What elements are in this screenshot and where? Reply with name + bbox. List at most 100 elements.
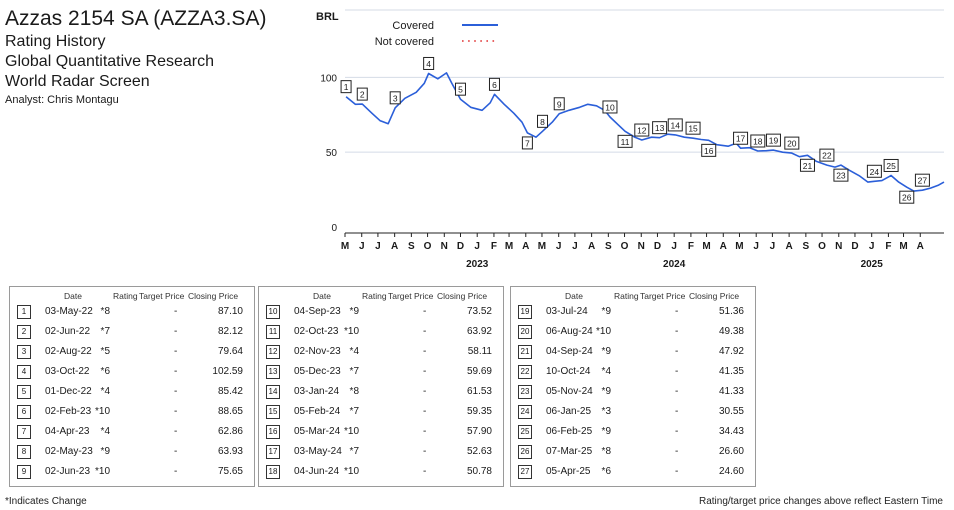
rating-marker-box xyxy=(602,100,618,114)
row-target-price: - xyxy=(675,446,679,457)
rating-marker-label: 14 xyxy=(671,120,681,130)
row-date: 05-Mar-24 xyxy=(294,426,341,437)
row-target-price: - xyxy=(423,446,427,457)
x-month-label: S xyxy=(803,241,810,252)
legend-not-covered-label: Not covered xyxy=(375,36,434,48)
x-year-label: 2023 xyxy=(466,259,489,270)
table-header: Date Rating Target Price Closing Price xyxy=(259,292,503,310)
x-month-label: J xyxy=(869,241,875,252)
row-number-box: 20 xyxy=(518,325,532,339)
table-row: 23 05-Nov-24 *9 - 41.33 xyxy=(511,383,755,401)
row-rating: *6 xyxy=(100,366,110,377)
rating-marker-box xyxy=(634,123,650,137)
row-rating: *7 xyxy=(349,406,359,417)
row-target-price: - xyxy=(423,406,427,417)
row-number-box: 5 xyxy=(17,385,31,399)
row-number-box: 6 xyxy=(17,405,31,419)
table-row: 4 03-Oct-22 *6 - 102.59 xyxy=(10,363,254,381)
x-month-label: D xyxy=(654,241,661,252)
table-row: 2 02-Jun-22 *7 - 82.12 xyxy=(10,323,254,341)
row-number-box: 11 xyxy=(266,325,280,339)
row-rating: *8 xyxy=(601,446,611,457)
row-closing-price: 51.36 xyxy=(718,306,744,317)
legend-covered-label: Covered xyxy=(392,20,434,32)
rating-marker-box xyxy=(819,148,835,162)
x-month-label: M xyxy=(735,241,743,252)
row-closing-price: 79.64 xyxy=(217,346,243,357)
row-closing-price: 87.10 xyxy=(217,306,243,317)
row-rating: *4 xyxy=(100,386,110,397)
row-target-price: - xyxy=(174,366,178,377)
x-month-label: N xyxy=(835,241,842,252)
row-target-price: - xyxy=(675,466,679,477)
row-rating: *10 xyxy=(343,326,359,337)
row-rating: *8 xyxy=(100,306,110,317)
row-target-price: - xyxy=(174,386,178,397)
table-row: 16 05-Mar-24 *10 - 57.90 xyxy=(259,423,503,441)
report-header: Azzas 2154 SA (AZZA3.SA) Rating History … xyxy=(5,6,266,107)
rating-marker-box xyxy=(866,164,882,178)
column-header-date: Date xyxy=(313,291,331,301)
row-closing-price: 41.35 xyxy=(718,366,744,377)
row-number-box: 10 xyxy=(266,305,280,319)
row-closing-price: 30.55 xyxy=(718,406,744,417)
rating-marker-label: 6 xyxy=(492,80,497,90)
rating-marker-box xyxy=(488,77,500,91)
row-date: 02-Oct-23 xyxy=(294,326,339,337)
row-target-price: - xyxy=(675,426,679,437)
row-rating: *7 xyxy=(349,446,359,457)
x-month-label: J xyxy=(359,241,365,252)
x-month-label: J xyxy=(671,241,677,252)
rating-marker-box xyxy=(765,133,781,147)
rating-marker-label: 21 xyxy=(803,161,813,171)
rating-marker-label: 25 xyxy=(886,161,896,171)
column-header-closing: Closing Price xyxy=(437,291,488,301)
column-header-target: Target Price xyxy=(139,291,185,301)
table-row: 6 02-Feb-23 *10 - 88.65 xyxy=(10,403,254,421)
row-date: 05-Dec-23 xyxy=(294,366,341,377)
rating-marker-label: 22 xyxy=(822,151,832,161)
rating-marker-box xyxy=(537,114,549,128)
table-row: 12 02-Nov-23 *4 - 58.11 xyxy=(259,343,503,361)
table-row: 27 05-Apr-25 *6 - 24.60 xyxy=(511,463,755,481)
row-target-price: - xyxy=(174,426,178,437)
row-rating: *9 xyxy=(601,346,611,357)
row-target-price: - xyxy=(174,466,178,477)
x-month-label: O xyxy=(424,241,432,252)
row-number-box: 9 xyxy=(17,465,31,479)
row-rating: *7 xyxy=(349,366,359,377)
x-month-label: M xyxy=(702,241,710,252)
rating-marker-box xyxy=(340,80,352,94)
row-closing-price: 59.35 xyxy=(466,406,492,417)
column-header-closing: Closing Price xyxy=(188,291,239,301)
rating-marker-box xyxy=(685,121,701,135)
rating-marker-label: 23 xyxy=(836,171,846,181)
rating-marker-label: 7 xyxy=(525,138,530,148)
row-date: 03-Jan-24 xyxy=(294,386,340,397)
x-month-label: A xyxy=(917,241,924,252)
table-header: Date Rating Target Price Closing Price xyxy=(511,292,755,310)
row-closing-price: 62.86 xyxy=(217,426,243,437)
rating-marker-box xyxy=(733,131,749,145)
row-rating: *6 xyxy=(601,466,611,477)
row-target-price: - xyxy=(675,346,679,357)
row-date: 02-Aug-22 xyxy=(45,346,92,357)
row-date: 01-Dec-22 xyxy=(45,386,92,397)
table-row: 1 03-May-22 *8 - 87.10 xyxy=(10,303,254,321)
x-month-label: M xyxy=(899,241,907,252)
rating-marker-label: 12 xyxy=(637,126,647,136)
row-target-price: - xyxy=(174,326,178,337)
row-number-box: 4 xyxy=(17,365,31,379)
row-closing-price: 85.42 xyxy=(217,386,243,397)
row-closing-price: 26.60 xyxy=(718,446,744,457)
row-number-box: 26 xyxy=(518,445,532,459)
row-date: 05-Apr-25 xyxy=(546,466,591,477)
rating-marker-box xyxy=(883,158,899,172)
column-header-target: Target Price xyxy=(640,291,686,301)
row-target-price: - xyxy=(423,346,427,357)
row-closing-price: 82.12 xyxy=(217,326,243,337)
row-closing-price: 50.78 xyxy=(466,466,492,477)
row-date: 05-Nov-24 xyxy=(546,386,593,397)
row-target-price: - xyxy=(423,466,427,477)
